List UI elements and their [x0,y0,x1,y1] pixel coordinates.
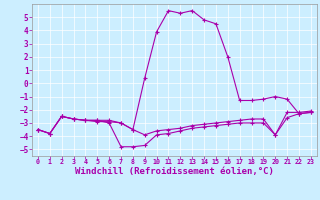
X-axis label: Windchill (Refroidissement éolien,°C): Windchill (Refroidissement éolien,°C) [75,167,274,176]
